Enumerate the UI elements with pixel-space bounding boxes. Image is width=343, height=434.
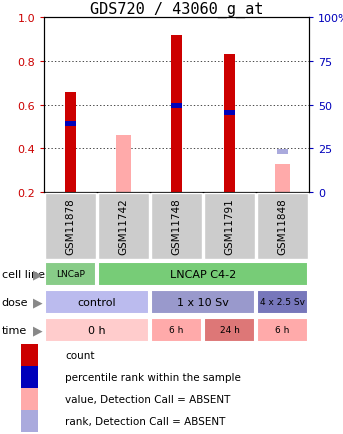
Bar <box>21 388 38 410</box>
Bar <box>116 136 131 193</box>
Bar <box>151 318 202 342</box>
Text: rank, Detection Call = ABSENT: rank, Detection Call = ABSENT <box>65 416 226 426</box>
Text: GSM11848: GSM11848 <box>277 198 287 255</box>
Text: 1 x 10 Sv: 1 x 10 Sv <box>177 297 229 307</box>
Text: 6 h: 6 h <box>275 326 290 335</box>
Bar <box>65 93 76 193</box>
Bar <box>204 318 255 342</box>
Bar <box>98 262 308 287</box>
Text: LNCAP C4-2: LNCAP C4-2 <box>170 270 236 279</box>
Bar <box>277 150 288 155</box>
Text: dose: dose <box>2 297 28 307</box>
Bar <box>21 367 38 388</box>
Bar <box>274 164 291 193</box>
Text: value, Detection Call = ABSENT: value, Detection Call = ABSENT <box>65 394 230 404</box>
Text: cell line: cell line <box>2 270 45 279</box>
Bar <box>204 193 255 260</box>
Bar <box>45 193 96 260</box>
Text: 24 h: 24 h <box>220 326 239 335</box>
Bar <box>21 411 38 431</box>
Bar <box>45 262 96 287</box>
Bar <box>151 193 202 260</box>
Text: LNCaP: LNCaP <box>56 270 85 279</box>
Bar <box>65 122 76 126</box>
Bar <box>151 290 255 315</box>
Bar <box>224 55 235 193</box>
Text: count: count <box>65 350 95 360</box>
Bar <box>98 193 149 260</box>
Text: 0 h: 0 h <box>88 325 106 335</box>
Bar <box>171 104 182 109</box>
Text: control: control <box>78 297 116 307</box>
Bar <box>224 111 235 115</box>
Bar <box>257 290 308 315</box>
Text: GSM11748: GSM11748 <box>172 198 181 255</box>
Bar <box>21 345 38 366</box>
Bar <box>257 318 308 342</box>
Text: GSM11742: GSM11742 <box>118 198 129 255</box>
Bar <box>45 318 149 342</box>
Text: GSM11791: GSM11791 <box>225 198 235 255</box>
Text: 4 x 2.5 Sv: 4 x 2.5 Sv <box>260 298 305 307</box>
Text: ▶: ▶ <box>33 268 42 281</box>
Text: time: time <box>2 325 27 335</box>
Text: 6 h: 6 h <box>169 326 184 335</box>
Title: GDS720 / 43060_g_at: GDS720 / 43060_g_at <box>90 2 263 18</box>
Text: GSM11878: GSM11878 <box>66 198 75 255</box>
Bar <box>45 290 149 315</box>
Text: ▶: ▶ <box>33 324 42 337</box>
Bar <box>257 193 308 260</box>
Text: ▶: ▶ <box>33 296 42 309</box>
Bar <box>171 36 182 193</box>
Text: percentile rank within the sample: percentile rank within the sample <box>65 372 241 382</box>
